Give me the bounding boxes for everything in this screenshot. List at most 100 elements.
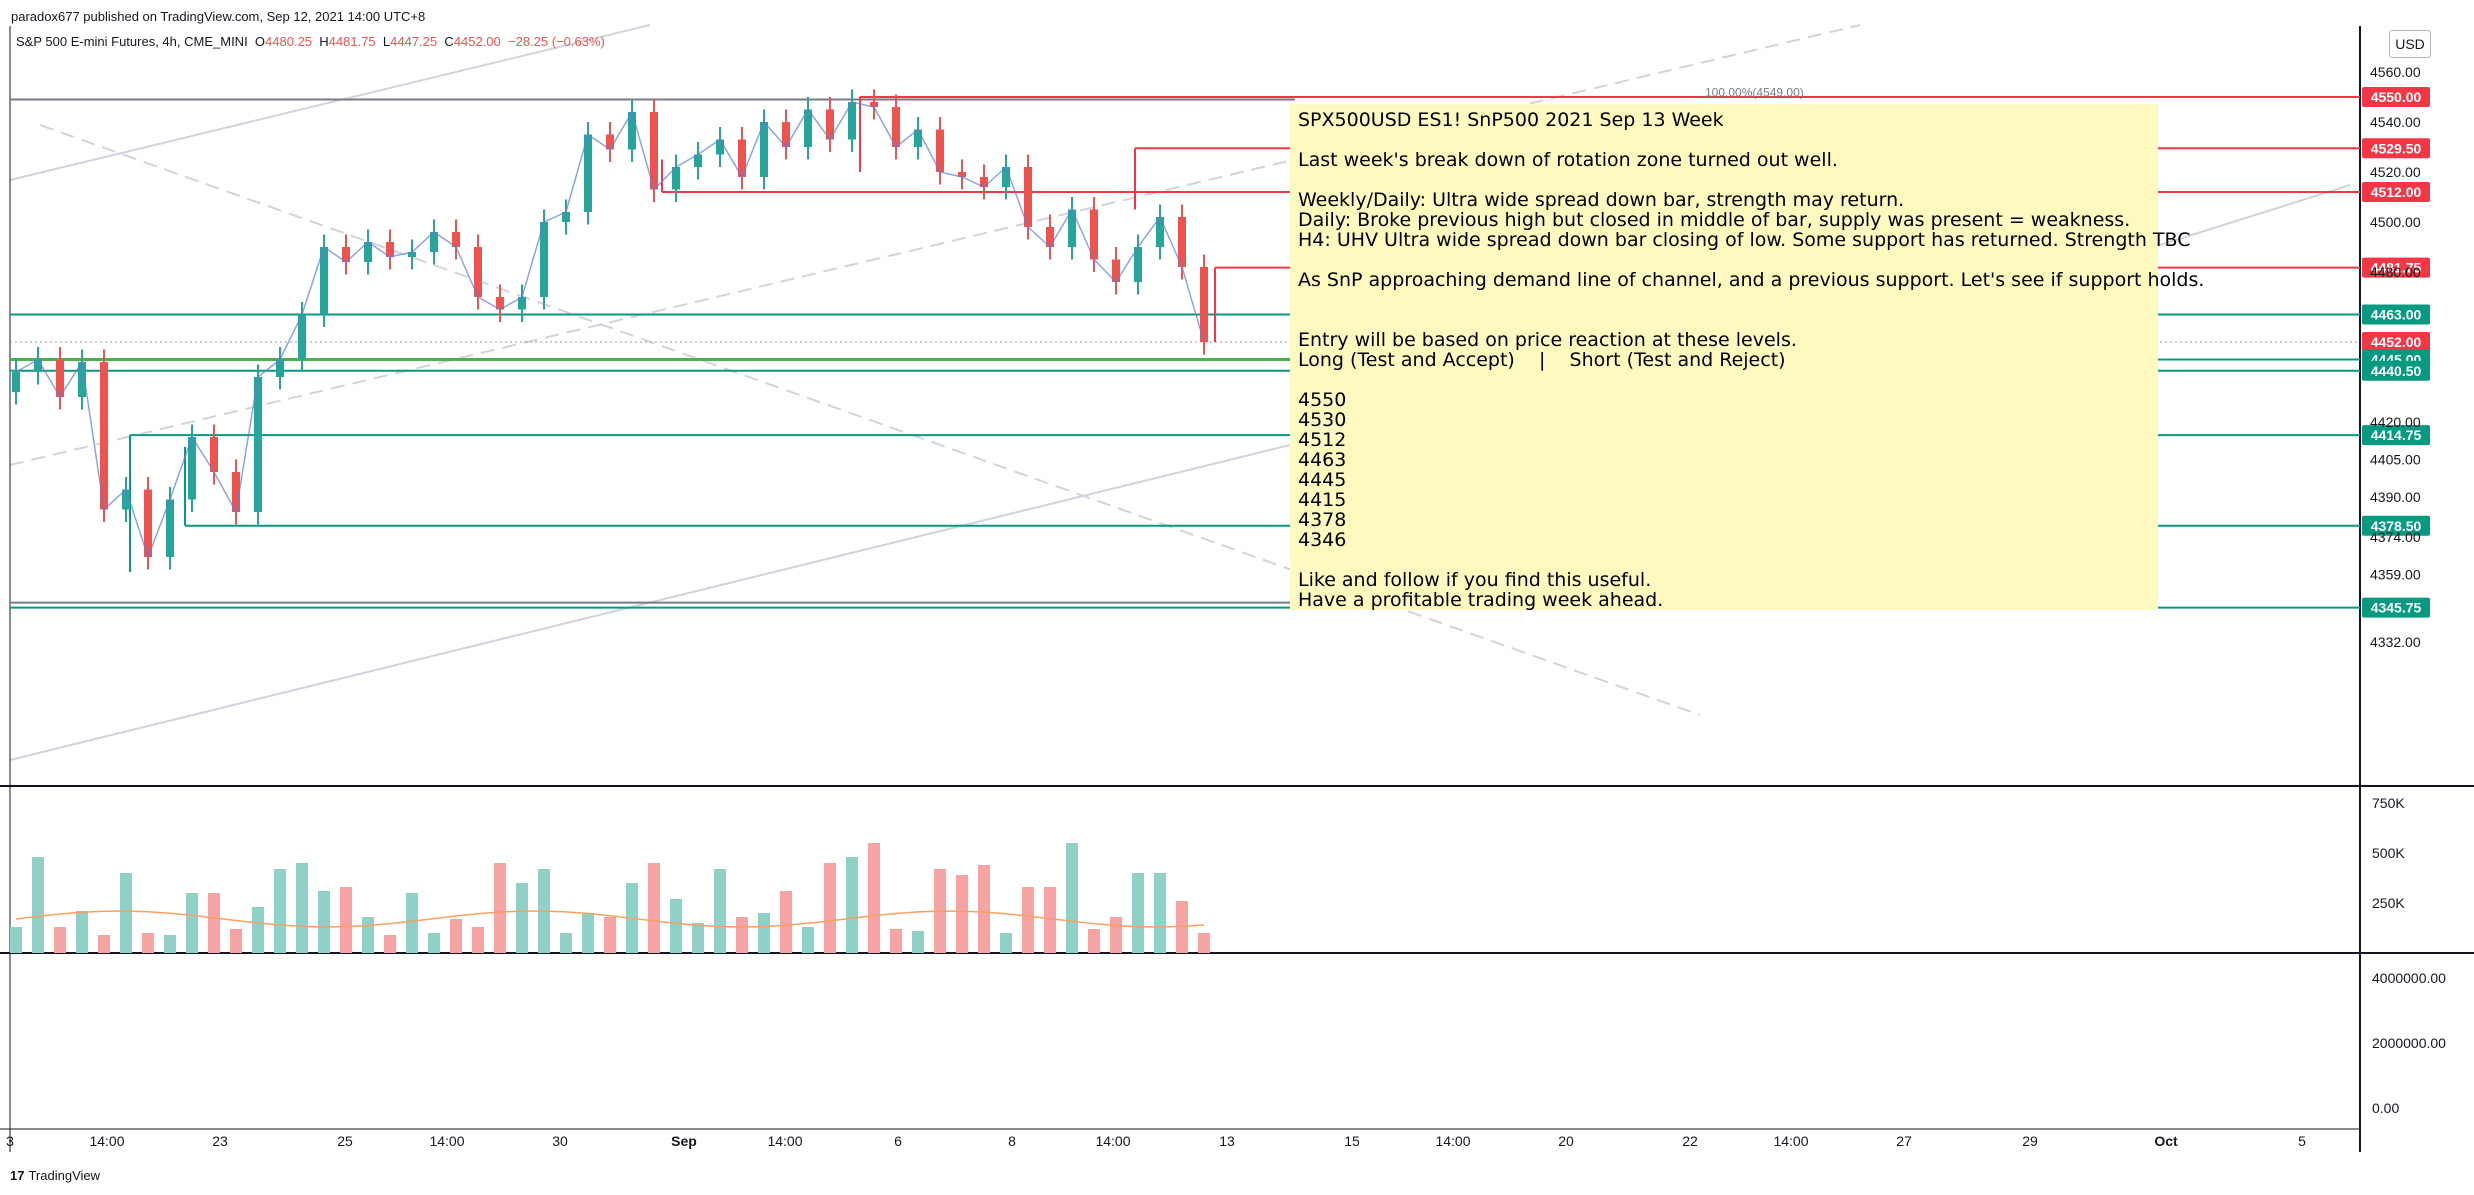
note-line: Daily: Broke previous high but closed in… [1298,209,2131,231]
candle-body [1134,247,1142,282]
price-tag-label: 4378.50 [2371,518,2422,534]
note-line: H4: UHV Ultra wide spread down bar closi… [1298,229,2191,251]
tradingview-footer[interactable]: 17 TradingView [10,1168,100,1183]
symbol-name: S&P 500 E-mini Futures, 4h, CME_MINI [16,34,248,49]
price-tag-label: 4345.75 [2371,600,2422,616]
note-line: 4530 [1298,409,1347,431]
note-line [1298,370,2150,390]
volume-bar [912,931,924,953]
price-tag-label: 4481.75 [2371,260,2422,276]
note-line: As SnP approaching demand line of channe… [1298,269,2205,291]
indicator-tick-label: 2000000.00 [2372,1035,2446,1051]
volume-bar [1022,887,1034,953]
price-tag-box [2362,257,2430,278]
candles [12,89,1208,570]
indicator-tick-label: 0.00 [2372,1100,2399,1116]
note-line [1298,310,2150,330]
volume-ma-line [15,910,1205,928]
volume-bar [648,863,660,953]
candle-body [122,489,130,510]
price-tick-label: 4420.00 [2370,414,2421,430]
time-tick-label: Oct [2154,1133,2178,1149]
note-line: 4346 [1298,529,1347,551]
candle-body [804,109,812,147]
low-value: 4447.25 [390,34,438,49]
analysis-note[interactable]: SPX500USD ES1! SnP500 2021 Sep 13 Week L… [1290,104,2205,610]
volume-bar [76,911,88,953]
price-tag-label: 4440.50 [2371,363,2422,379]
candle-body [1046,227,1054,247]
note-line: Long (Test and Accept) | Short (Test and… [1298,349,1786,371]
time-tick-label: 3 [6,1133,14,1149]
candle-body [782,122,790,147]
volume-bar [472,927,484,953]
volume-bar [1132,873,1144,953]
note-line: 4512 [1298,429,1347,451]
candle-body [1068,209,1076,247]
volume-bar [362,917,374,953]
candle-body [254,377,262,512]
candle-body [1178,217,1186,267]
symbol-legend[interactable]: S&P 500 E-mini Futures, 4h, CME_MINI O44… [16,34,605,49]
candle-body [342,247,350,262]
price-tags: 4550.00 4529.50 4512.00 4481.75 4463.00 4452.… [2362,87,2430,618]
volume-bar [714,869,726,953]
price-tag-box [2362,304,2430,325]
volume-bar [340,887,352,953]
note-line: 4415 [1298,489,1347,511]
volume-bar [230,929,242,953]
price-tag-label: 4452.00 [2371,334,2422,350]
price-tick-label: 4540.00 [2370,114,2421,130]
candle-body [760,122,768,177]
time-axis[interactable]: 3 14:00 23 25 14:00 30 Sep 14:00 6 8 14:00 13 15 14:0… [6,1133,2306,1149]
time-tick-label: 8 [1008,1133,1016,1149]
candle-body [12,372,20,392]
price-tag-label: 4414.75 [2371,427,2422,443]
volume-tick-label: 250K [2372,895,2405,911]
candle-body [298,314,306,360]
volume-bar [692,923,704,953]
time-tick-label: 15 [1344,1133,1360,1149]
price-tag-box [2362,360,2430,381]
volume-bar [1110,917,1122,953]
candle-body [232,472,240,512]
candle-body [936,129,944,172]
candle-body [496,297,504,310]
note-line: 4378 [1298,509,1347,531]
time-tick-label: 23 [212,1133,228,1149]
candle-body [1090,209,1098,260]
price-tag-box [2362,87,2430,107]
volume-bar [1088,929,1100,953]
price-tick-label: 4480.00 [2370,264,2421,280]
low-label: L [382,34,391,49]
volume-bar [274,869,286,953]
candle-body [78,362,86,397]
volume-bar [1198,933,1210,953]
volume-bar [890,929,902,953]
high-label: H [319,34,329,49]
volume-bar [956,875,968,953]
price-tag-box [2362,332,2430,352]
volume-pane [10,843,1210,953]
price-tick-label: 4405.00 [2370,452,2421,468]
price-tick-label: 4500.00 [2370,214,2421,230]
volume-bar [384,935,396,953]
candle-body [430,232,438,252]
candle-body [628,112,636,150]
volume-bar [450,919,462,953]
currency-button[interactable]: USD [2389,30,2431,58]
indicator-tick-label: 4000000.00 [2372,970,2446,986]
price-tag-box [2362,515,2430,536]
volume-bar [758,913,770,953]
volume-bar [582,913,594,953]
candle-body [606,134,614,150]
candle-body [320,247,328,315]
candle-body [166,499,174,557]
candle-body [188,437,196,500]
price-axis[interactable]: 4560.00 4540.00 4520.00 4500.00 4480.00 4420.… [2370,64,2421,650]
volume-bar [1154,873,1166,953]
note-line [1298,250,2150,270]
candle-body [980,177,988,187]
price-tag-box [2362,182,2430,202]
time-tick-label: Sep [671,1133,697,1149]
